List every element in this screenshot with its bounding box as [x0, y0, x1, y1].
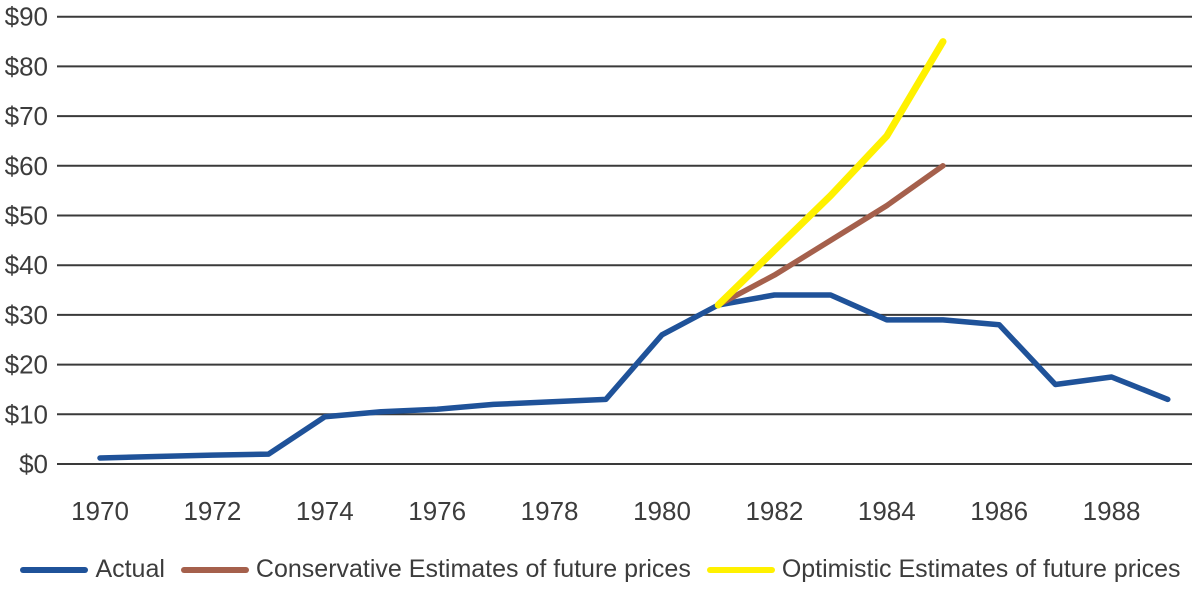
y-axis-tick-label: $80 [5, 51, 48, 81]
y-axis-tick-label: $20 [5, 350, 48, 380]
legend-label-optimistic: Optimistic Estimates of future prices [781, 555, 1181, 583]
series-lines [97, 38, 1171, 461]
x-axis-tick-labels: 1970 1972 1974 1976 1978 1980 1982 1984 1986 1988 [71, 496, 1140, 526]
y-axis-tick-label: $90 [5, 2, 48, 32]
y-axis-tick-label: $70 [5, 101, 48, 131]
actual-line-swatch-icon [20, 566, 89, 573]
x-axis-tick-label: 1982 [745, 496, 803, 526]
legend-item-conservative: Conservative Estimates of future prices [180, 555, 691, 584]
y-axis-tick-label: $40 [5, 250, 48, 280]
y-axis-tick-label: $60 [5, 151, 48, 181]
y-axis-tick-labels: $0 $10 $20 $30 $40 $50 $60 $70 $80 $90 [5, 2, 48, 479]
x-axis-tick-label: 1986 [970, 496, 1028, 526]
series-line-actual [97, 292, 1171, 461]
optimistic-line-swatch-icon [706, 566, 775, 573]
series-line-conservative-estimates-of-future-prices [715, 163, 946, 308]
y-axis-tick-label: $10 [5, 399, 48, 429]
series-line-optimistic-estimates-of-future-prices [714, 38, 947, 309]
conservative-line-swatch-icon [180, 566, 249, 573]
x-axis-tick-label: 1972 [183, 496, 241, 526]
y-axis-tick-label: $50 [5, 201, 48, 231]
y-axis-tick-label: $0 [19, 449, 48, 479]
gridlines [57, 15, 1192, 465]
x-axis-tick-label: 1978 [521, 496, 579, 526]
legend: Actual Conservative Estimates of future … [0, 555, 1201, 584]
x-axis-tick-label: 1984 [858, 496, 916, 526]
y-axis-tick-label: $30 [5, 300, 48, 330]
oil-price-line-chart: $0$10$20$30$40$50$60$70$80$90 1970 1972 19… [5, 2, 1192, 526]
x-axis-tick-label: 1976 [408, 496, 466, 526]
legend-label-actual: Actual [95, 555, 165, 583]
legend-item-actual: Actual [20, 555, 165, 584]
x-axis-tick-label: 1974 [296, 496, 354, 526]
x-axis-tick-label: 1988 [1083, 496, 1141, 526]
legend-item-optimistic: Optimistic Estimates of future prices [706, 555, 1181, 584]
x-axis-tick-label: 1970 [71, 496, 129, 526]
x-axis-tick-label: 1980 [633, 496, 691, 526]
legend-label-conservative: Conservative Estimates of future prices [255, 555, 691, 583]
